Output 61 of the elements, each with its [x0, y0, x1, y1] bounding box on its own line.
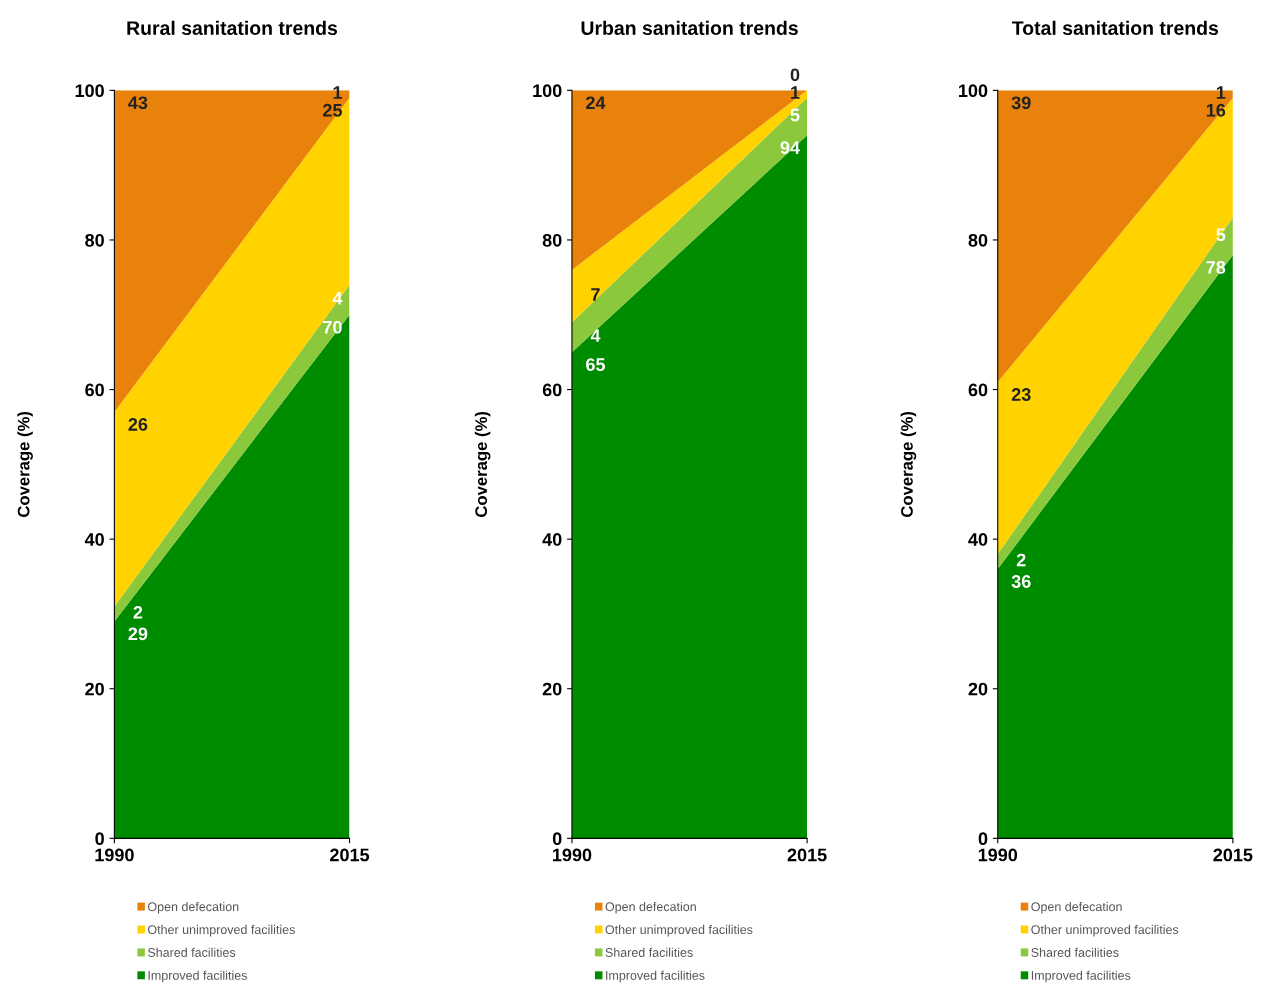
data-label: 36 [1011, 575, 1031, 588]
x-tick-label: 1990 [95, 848, 134, 862]
y-axis-title: Coverage (%) [17, 411, 33, 517]
legend-label: Other unimproved facilities [147, 924, 295, 937]
x-tick-label: 1990 [553, 848, 592, 862]
y-tick-label: 100 [959, 84, 988, 98]
data-label: 2 [1016, 553, 1026, 567]
y-tick-label: 40 [542, 533, 562, 546]
data-label: 0 [790, 68, 800, 82]
y-tick-label: 20 [542, 682, 562, 696]
data-label: 1 [791, 86, 800, 99]
data-label: 1 [333, 86, 342, 99]
chart-title: Rural sanitation trends [127, 20, 338, 35]
y-axis-title: Coverage (%) [474, 411, 491, 517]
data-label: 2 [133, 606, 143, 619]
y-tick-label: 0 [552, 832, 562, 846]
y-tick-label: 0 [978, 832, 988, 846]
data-label: 25 [323, 103, 342, 117]
data-label: 39 [1011, 96, 1031, 110]
chart-title: Urban sanitation trends [581, 20, 798, 35]
data-label: 26 [128, 418, 148, 431]
legend-label: Improved facilities [148, 970, 247, 983]
y-tick-label: 80 [968, 233, 988, 247]
data-label: 43 [128, 96, 148, 110]
y-tick-label: 80 [85, 233, 104, 247]
y-tick-label: 20 [85, 682, 104, 696]
y-tick-label: 100 [533, 84, 562, 98]
x-tick-label: 2015 [787, 848, 827, 862]
y-tick-label: 60 [542, 383, 562, 397]
legend-label: Shared facilities [1031, 947, 1119, 957]
y-tick-label: 40 [84, 533, 104, 546]
legend-label: Open defecation [605, 901, 696, 914]
data-label: 16 [1206, 103, 1226, 117]
data-label: 24 [586, 96, 606, 109]
y-axis-title: Coverage (%) [900, 411, 917, 517]
y-tick-label: 20 [968, 682, 988, 696]
legend-label: Improved facilities [1031, 970, 1131, 983]
y-tick-label: 80 [542, 233, 562, 247]
data-label: 1 [1216, 86, 1226, 99]
y-tick-label: 100 [75, 84, 104, 98]
data-label: 4 [332, 292, 343, 305]
data-label: 78 [1206, 260, 1226, 274]
data-label: 29 [128, 627, 148, 641]
y-tick-label: 40 [968, 533, 988, 546]
y-tick-label: 0 [95, 832, 104, 846]
legend-label: Improved facilities [606, 970, 705, 983]
data-label: 70 [323, 320, 342, 334]
x-tick-label: 1990 [978, 848, 1018, 862]
legend-label: Shared facilities [605, 947, 693, 957]
legend-label: Shared facilities [147, 947, 236, 957]
legend-label: Other unimproved facilities [605, 924, 753, 937]
legend-label: Other unimproved facilities [1031, 924, 1179, 937]
data-label: 5 [790, 108, 800, 122]
y-tick-label: 60 [85, 383, 104, 397]
x-tick-label: 2015 [1213, 848, 1253, 862]
legend-label: Open defecation [1031, 901, 1122, 914]
y-tick-label: 60 [968, 383, 988, 397]
legend-label: Open defecation [147, 901, 239, 914]
data-label: 23 [1011, 388, 1031, 401]
chart-title: Total sanitation trends [1011, 20, 1219, 35]
x-tick-label: 2015 [330, 848, 370, 862]
